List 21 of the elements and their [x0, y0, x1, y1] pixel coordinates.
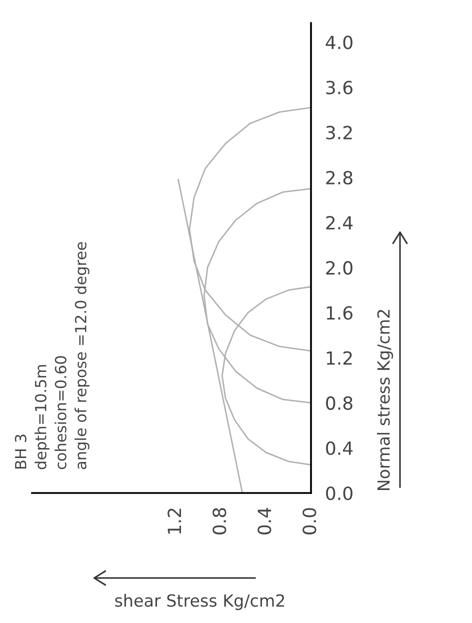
annotation: cohesion=0.60	[54, 356, 66, 470]
y-tick-label: 3.6	[326, 80, 352, 94]
y-tick-label: 3.2	[326, 126, 352, 140]
y-tick-label: 2.0	[326, 261, 352, 275]
x-axis-title: shear Stress Kg/cm2	[115, 594, 284, 610]
y-tick-label: 2.4	[326, 216, 353, 230]
y-axis-title: Normal stress Kg/cm2	[376, 310, 394, 490]
x-tick-label: 0.4	[258, 508, 272, 534]
y-tick-label: 0.0	[326, 486, 352, 500]
y-tick-label: 1.2	[326, 351, 352, 365]
x-tick-label: 1.2	[168, 508, 181, 534]
y-tick-label: 1.6	[326, 306, 352, 320]
x-tick-label: 0.0	[302, 508, 316, 534]
y-tick-label: 4.0	[326, 36, 352, 50]
text: BH 3	[14, 434, 26, 468]
y-tick-label: 2.8	[326, 170, 352, 185]
x-tick-label: 0.8	[212, 508, 226, 534]
annotation: depth=10.5m	[34, 365, 50, 470]
y-tick-label: 0.4	[326, 441, 353, 456]
y-tick-label: 0.8	[326, 396, 352, 410]
annotation: angle of repose =12.0 degree	[74, 242, 90, 470]
